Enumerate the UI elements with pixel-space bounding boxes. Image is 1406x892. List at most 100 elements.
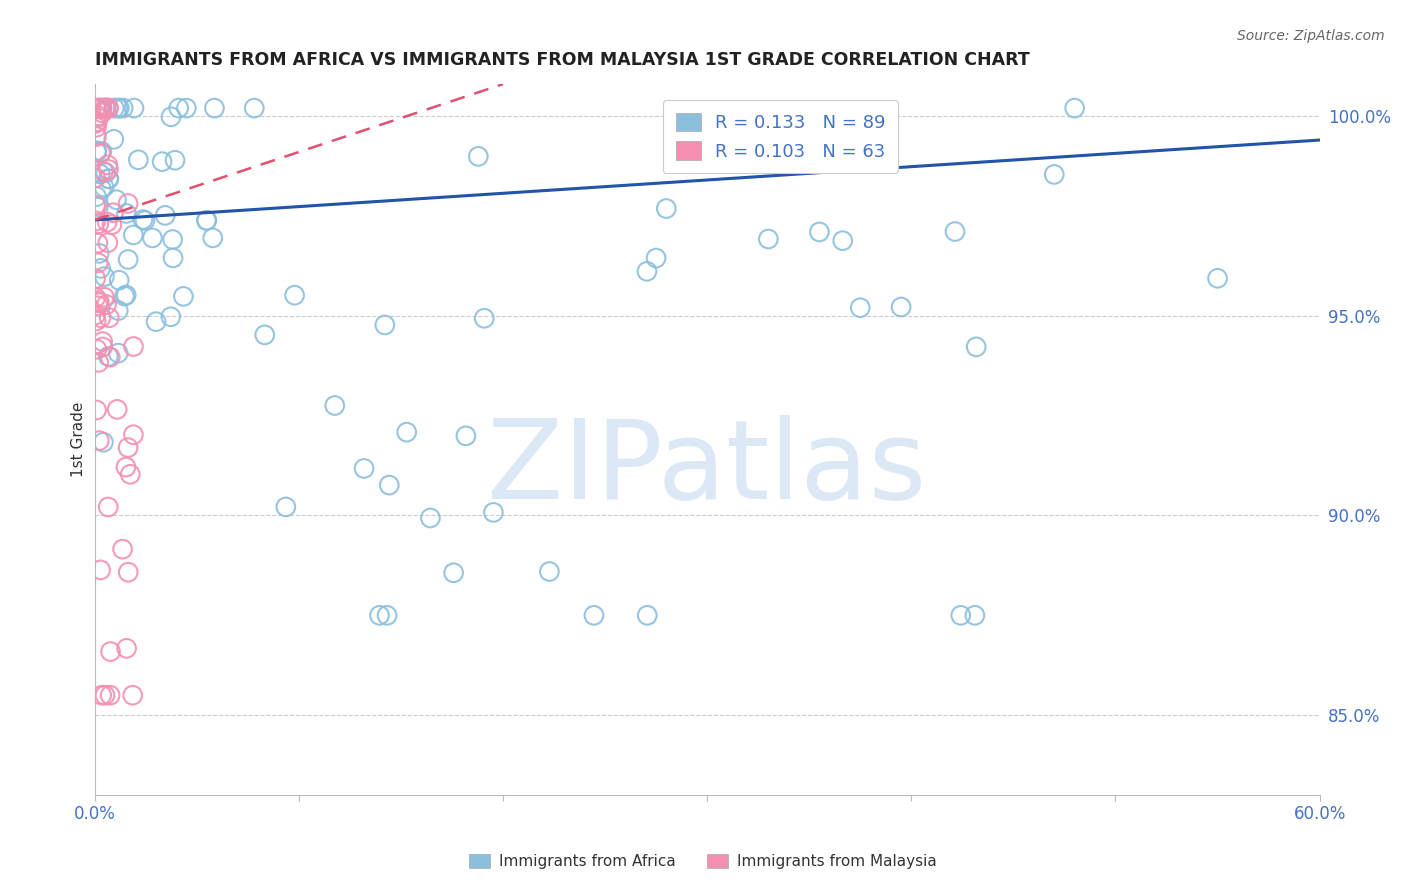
- Point: [90, 563, 112, 577]
- Point: [94, 101, 117, 115]
- Point: [97, 101, 120, 115]
- Point: [274, 500, 297, 514]
- Point: [454, 429, 477, 443]
- Point: [378, 478, 401, 492]
- Point: [111, 542, 134, 557]
- Point: [117, 252, 139, 267]
- Point: [756, 232, 779, 246]
- Point: [419, 511, 441, 525]
- Point: [121, 688, 143, 702]
- Point: [120, 467, 142, 482]
- Point: [808, 225, 831, 239]
- Point: [97, 171, 120, 186]
- Point: [117, 441, 139, 455]
- Point: [87, 236, 110, 251]
- Point: [86, 343, 108, 357]
- Point: [94, 101, 117, 115]
- Point: [84, 116, 107, 130]
- Point: [90, 146, 112, 161]
- Point: [105, 193, 128, 207]
- Point: [112, 101, 135, 115]
- Point: [100, 644, 122, 658]
- Legend: R = 0.133   N = 89, R = 0.103   N = 63: R = 0.133 N = 89, R = 0.103 N = 63: [662, 100, 898, 173]
- Point: [890, 300, 912, 314]
- Point: [91, 334, 114, 349]
- Point: [94, 101, 117, 115]
- Point: [145, 315, 167, 329]
- Point: [1206, 271, 1229, 285]
- Point: [84, 214, 107, 228]
- Point: [195, 213, 218, 227]
- Point: [97, 101, 120, 115]
- Legend: Immigrants from Africa, Immigrants from Malaysia: Immigrants from Africa, Immigrants from …: [463, 847, 943, 875]
- Point: [284, 288, 307, 302]
- Point: [84, 291, 107, 305]
- Point: [114, 289, 136, 303]
- Point: [87, 355, 110, 369]
- Point: [87, 217, 110, 231]
- Point: [107, 346, 129, 360]
- Point: [87, 295, 110, 310]
- Point: [108, 101, 131, 115]
- Point: [87, 109, 110, 123]
- Point: [86, 403, 108, 417]
- Point: [93, 435, 115, 450]
- Point: [103, 132, 125, 146]
- Point: [195, 213, 218, 227]
- Point: [153, 208, 176, 222]
- Point: [94, 166, 117, 180]
- Point: [87, 200, 110, 214]
- Point: [87, 101, 110, 115]
- Point: [201, 231, 224, 245]
- Point: [655, 202, 678, 216]
- Point: [253, 327, 276, 342]
- Point: [86, 189, 108, 203]
- Point: [204, 101, 226, 115]
- Point: [107, 101, 129, 115]
- Point: [115, 641, 138, 656]
- Point: [93, 290, 115, 304]
- Point: [467, 149, 489, 163]
- Point: [159, 310, 181, 324]
- Point: [84, 170, 107, 185]
- Point: [97, 350, 120, 364]
- Point: [108, 273, 131, 287]
- Point: [103, 206, 125, 220]
- Point: [163, 153, 186, 168]
- Point: [115, 460, 138, 475]
- Point: [90, 182, 112, 196]
- Point: [84, 308, 107, 322]
- Point: [122, 339, 145, 353]
- Point: [375, 608, 398, 623]
- Point: [115, 206, 138, 220]
- Point: [645, 251, 668, 265]
- Point: [89, 101, 111, 115]
- Point: [89, 167, 111, 181]
- Point: [96, 298, 118, 312]
- Point: [965, 340, 987, 354]
- Point: [86, 144, 108, 158]
- Point: [84, 101, 107, 115]
- Point: [87, 256, 110, 270]
- Point: [636, 608, 658, 623]
- Point: [160, 110, 183, 124]
- Point: [374, 318, 396, 332]
- Point: [91, 101, 114, 115]
- Point: [91, 340, 114, 354]
- Point: [117, 565, 139, 579]
- Point: [582, 608, 605, 623]
- Point: [90, 688, 112, 702]
- Point: [89, 434, 111, 448]
- Point: [90, 310, 112, 325]
- Point: [90, 261, 112, 276]
- Point: [134, 213, 156, 227]
- Point: [98, 310, 121, 325]
- Point: [98, 350, 121, 364]
- Point: [176, 101, 198, 115]
- Point: [636, 264, 658, 278]
- Point: [93, 164, 115, 178]
- Point: [790, 141, 813, 155]
- Point: [94, 688, 117, 702]
- Point: [87, 299, 110, 313]
- Point: [127, 153, 149, 167]
